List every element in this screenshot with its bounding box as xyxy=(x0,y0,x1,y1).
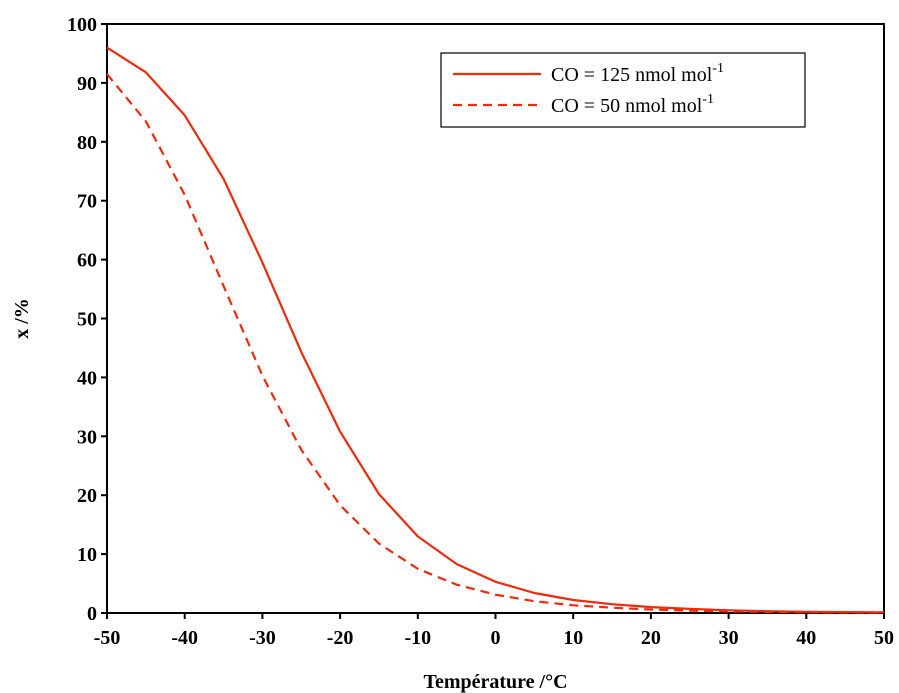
y-tick-label: 90 xyxy=(77,73,97,95)
legend-label-2: CO = 50 nmol mol-1 xyxy=(551,92,714,117)
x-tick-label: 10 xyxy=(563,627,583,649)
x-tick-label: -40 xyxy=(171,627,198,649)
x-tick-label: 30 xyxy=(719,627,739,649)
y-tick-label: 60 xyxy=(77,250,97,272)
y-tick-label: 30 xyxy=(77,426,97,448)
x-tick-label: 0 xyxy=(491,627,501,649)
axes-layer: -50 -40 -30 -20 -10 0 10 20 30 40 50 0 10 20 30 40 50 60 7… xyxy=(67,14,894,649)
y-tick-label: 70 xyxy=(77,191,97,213)
y-tick-label: 20 xyxy=(77,485,97,507)
series-layer xyxy=(106,46,885,614)
series-line-2 xyxy=(106,73,885,614)
x-tick-label: -10 xyxy=(404,627,431,649)
x-tick-label: 50 xyxy=(874,627,894,649)
legend: CO = 125 nmol mol-1 CO = 50 nmol mol-1 xyxy=(440,52,806,128)
y-tick-label: 50 xyxy=(77,309,97,331)
y-tick-label: 0 xyxy=(87,603,97,625)
x-tick-label: -30 xyxy=(249,627,276,649)
y-tick-label: 40 xyxy=(77,367,97,389)
y-axis-label: x /% xyxy=(11,298,33,339)
x-tick-label: -20 xyxy=(327,627,354,649)
y-tick-label: 80 xyxy=(77,132,97,154)
x-tick-label: -50 xyxy=(94,627,121,649)
legend-label-1: CO = 125 nmol mol-1 xyxy=(551,61,724,86)
x-axis-label: Température /°C xyxy=(423,671,567,693)
series-line-1 xyxy=(106,46,885,614)
x-tick-label: 20 xyxy=(641,627,661,649)
legend-box xyxy=(440,52,806,128)
x-tick-label: 40 xyxy=(796,627,816,649)
y-tick-label: 100 xyxy=(67,14,97,36)
y-tick-label: 10 xyxy=(77,544,97,566)
